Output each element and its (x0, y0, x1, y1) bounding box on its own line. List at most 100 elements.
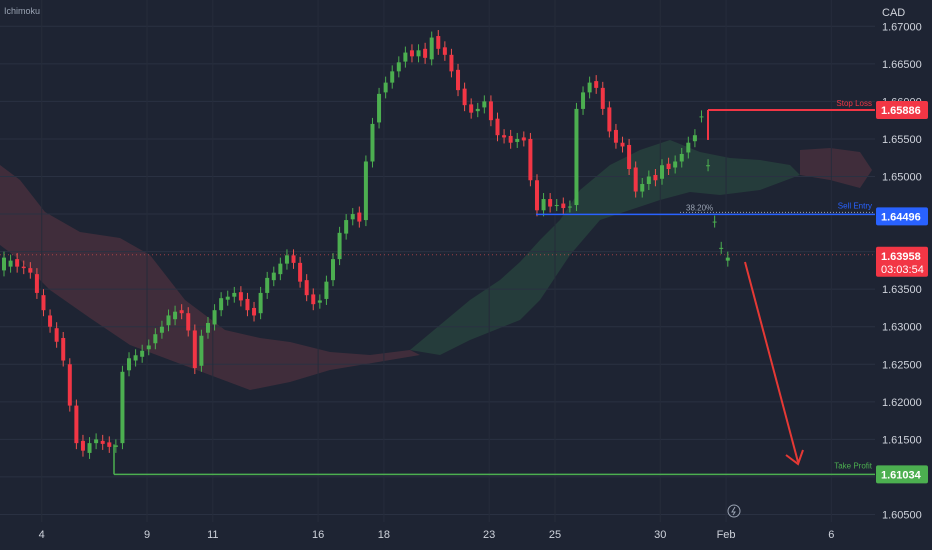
candle-body (442, 47, 447, 55)
candle-body (304, 280, 309, 296)
candle-body (620, 142, 625, 147)
y-tick-label: 1.65000 (882, 172, 922, 184)
candle-body (574, 108, 579, 206)
candle-body (291, 255, 296, 263)
candle-body (409, 50, 414, 57)
candle-body (28, 268, 33, 273)
candle-body (396, 62, 401, 72)
y-tick-label: 1.62500 (882, 359, 922, 371)
candle-body (205, 322, 210, 333)
candle-body (449, 54, 454, 72)
candle-body (581, 92, 586, 109)
take-profit-tag-text: 1.61034 (881, 469, 922, 481)
y-tick-label: 1.60500 (882, 509, 922, 521)
candle-body (298, 262, 303, 282)
candle-body (475, 108, 480, 112)
candle-body (725, 257, 730, 261)
candle-body (416, 50, 421, 57)
x-tick-label: 4 (39, 529, 45, 541)
candle-body (127, 358, 132, 371)
candle-body (350, 214, 355, 220)
candle-body (133, 355, 138, 361)
y-tick-label: 1.61500 (882, 434, 922, 446)
candle-body (548, 199, 553, 207)
candle-body (706, 165, 711, 167)
candle-body (627, 144, 632, 169)
candle-body (679, 153, 684, 162)
candle-body (554, 205, 559, 207)
candle-body (673, 161, 678, 168)
candle-body (699, 116, 704, 118)
candle-body (153, 334, 158, 344)
projection-arrowhead (785, 449, 804, 466)
current-price-value: 1.63958 (881, 251, 921, 263)
candle-body (100, 440, 105, 444)
x-tick-label: 30 (654, 529, 666, 541)
sell-entry-tag (876, 207, 928, 226)
candle-body (429, 37, 434, 60)
candle-body (2, 257, 6, 271)
price-grid (0, 25, 875, 515)
candle-body (67, 364, 72, 406)
candle-body (265, 277, 270, 293)
countdown-value: 03:03:54 (881, 264, 924, 276)
candle-body (436, 36, 441, 49)
candle-body (653, 175, 658, 181)
candle-body (74, 405, 79, 444)
candle-body (534, 180, 539, 211)
candle-body (390, 71, 395, 83)
candle-body (613, 129, 618, 143)
candle-body (561, 203, 566, 209)
candle-body (192, 330, 197, 369)
candle-body (712, 221, 717, 223)
x-tick-label: 25 (549, 529, 561, 541)
candle-body (173, 311, 178, 320)
sell-entry-label: Sell Entry (838, 201, 872, 210)
candle-body (567, 206, 572, 208)
candle-body (370, 123, 375, 162)
take-profit-tag (876, 465, 928, 484)
candle-body (120, 371, 125, 444)
candle-body (456, 69, 461, 91)
candle-body (179, 310, 184, 314)
candle-body (686, 142, 691, 153)
candle-body (508, 135, 513, 143)
fib-label: 38.20% (686, 203, 713, 212)
candle-body (600, 87, 605, 109)
axes: 1.670001.665001.660001.655001.650001.645… (39, 21, 928, 541)
candle-body (166, 315, 171, 326)
candle-body (541, 199, 546, 211)
y-tick-label: 1.65500 (882, 134, 922, 146)
x-tick-label: 11 (207, 529, 218, 541)
candle-body (488, 101, 493, 121)
candle-body (146, 345, 151, 350)
lightning-icon (727, 504, 741, 518)
sell-entry-tag-text: 1.64496 (881, 211, 921, 223)
candle-body (462, 88, 467, 106)
candle-body (278, 263, 283, 275)
candle-body (87, 443, 92, 453)
candle-body (357, 212, 362, 222)
candle-body (225, 296, 230, 300)
candle-body (107, 442, 112, 447)
candle-body (633, 167, 638, 192)
candle-body (61, 337, 66, 361)
y-tick-label: 1.66500 (882, 59, 922, 71)
candle-body (587, 82, 592, 93)
candle-body (34, 274, 39, 293)
currency-label: CAD (882, 7, 906, 19)
x-tick-label: 6 (828, 529, 834, 541)
ichimoku-cloud (0, 140, 872, 390)
indicator-name: Ichimoku (4, 6, 41, 16)
candle-body (199, 335, 204, 366)
current-price-tag (876, 246, 928, 277)
candle-body (337, 232, 342, 260)
candle-body (692, 135, 697, 142)
candle-body (80, 440, 85, 451)
candle-body (140, 350, 145, 357)
stop-loss-tag-text: 1.65886 (881, 105, 921, 117)
candle-body (284, 255, 289, 264)
x-tick-label: 23 (483, 529, 495, 541)
candle-body (54, 328, 59, 342)
